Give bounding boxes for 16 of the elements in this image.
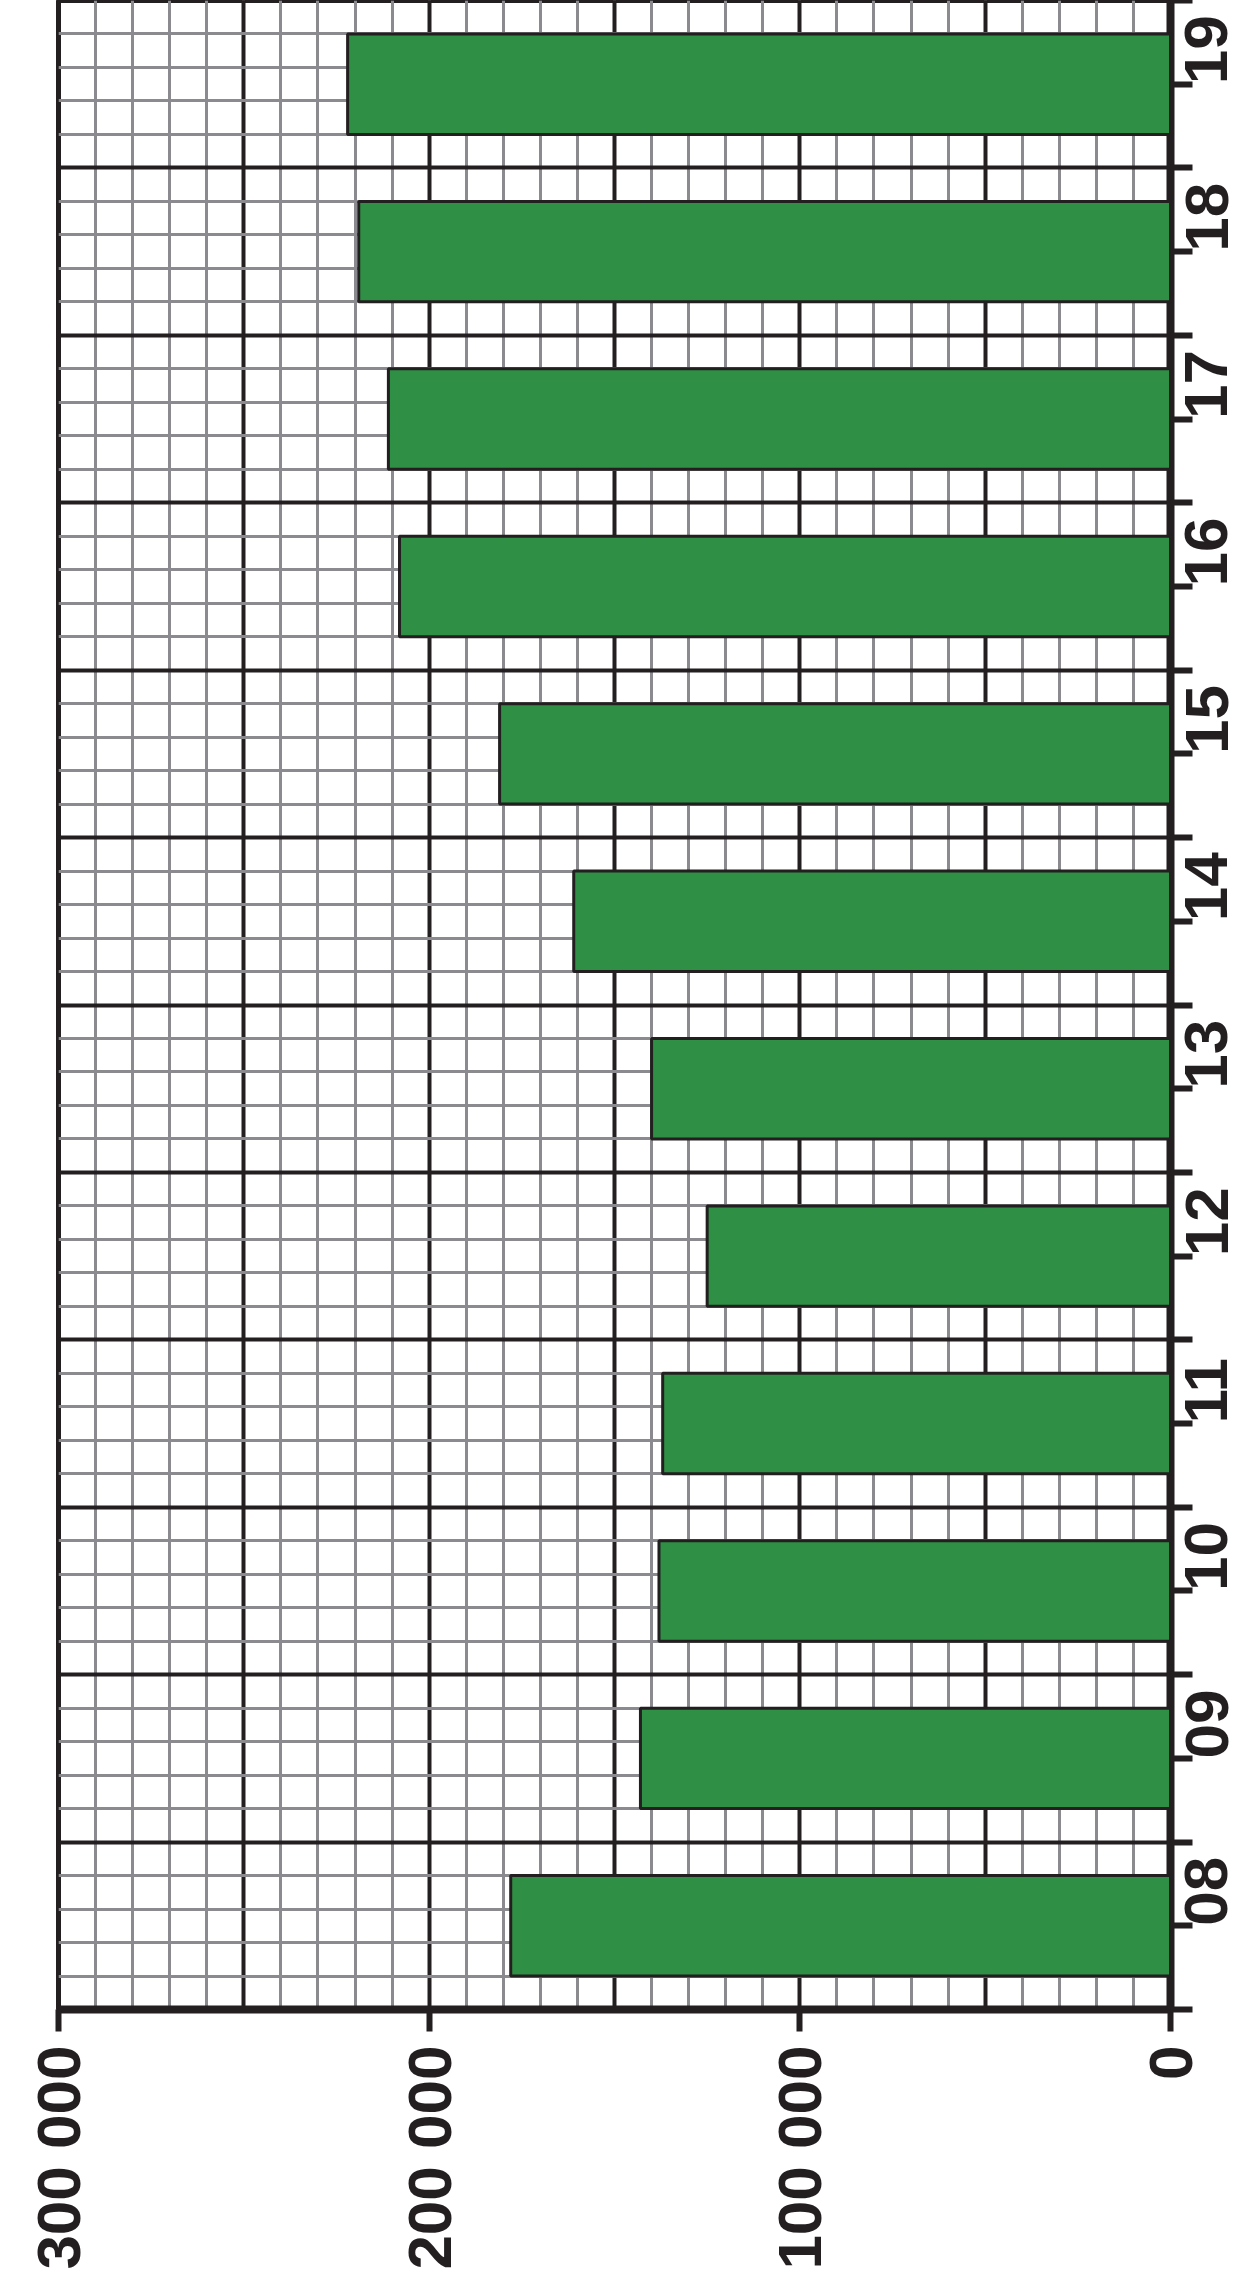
x-tick-label: 0 — [1136, 2045, 1205, 2080]
x-tick-label: 100 000 — [765, 2045, 835, 2270]
y-tick-label: 09 — [1171, 1689, 1241, 1759]
y-tick-label: 16 — [1171, 517, 1241, 587]
x-tick-label: 300 000 — [24, 2045, 93, 2270]
y-tick-label: 17 — [1171, 350, 1241, 420]
y-tick-label: 13 — [1171, 1019, 1241, 1089]
y-tick-label: 18 — [1171, 182, 1241, 252]
x-tick-label: 200 000 — [394, 2045, 464, 2270]
y-tick-label: 10 — [1171, 1521, 1241, 1591]
y-tick-label: 15 — [1171, 684, 1241, 754]
y-tick-label: 11 — [1171, 1357, 1241, 1424]
y-tick-label: 19 — [1171, 15, 1241, 85]
y-tick-label: 08 — [1171, 1856, 1241, 1926]
y-tick-label: 14 — [1171, 851, 1241, 922]
y-tick-label: 12 — [1171, 1187, 1241, 1257]
